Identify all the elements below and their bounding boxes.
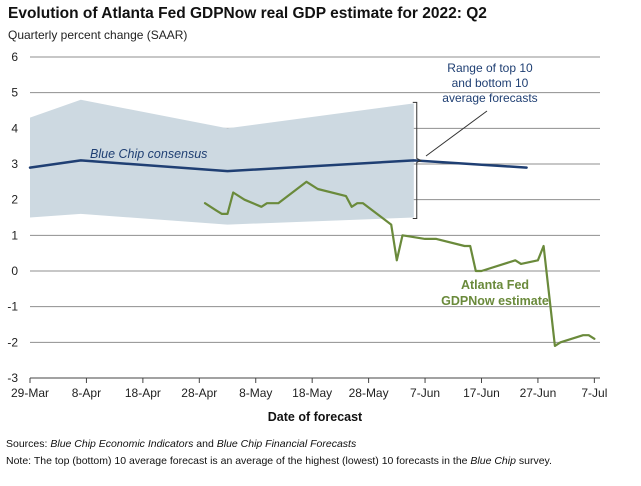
range-band-layer <box>30 99 414 225</box>
x-tick-label-8-Apr: 8-Apr <box>72 386 101 400</box>
chart-title: Evolution of Atlanta Fed GDPNow real GDP… <box>8 5 487 22</box>
range-annotation-leader <box>425 110 488 157</box>
y-tick-label-1: 1 <box>11 228 18 242</box>
x-tick-label-7-Jul: 7-Jul <box>581 386 607 400</box>
chart-subtitle: Quarterly percent change (SAAR) <box>8 28 188 42</box>
x-tick-label-8-May: 8-May <box>239 386 272 400</box>
range-annotation-line-1: Range of top 10 <box>447 61 533 75</box>
range-annotation-line-3: average forecasts <box>442 91 537 105</box>
range-band <box>30 99 414 225</box>
y-tick-label-6: 6 <box>11 50 18 64</box>
note-italic: Blue Chip <box>470 455 516 467</box>
x-tick-label-28-May: 28-May <box>349 386 389 400</box>
y-tick-label-2: 2 <box>11 193 18 207</box>
y-tick-label-5: 5 <box>11 86 18 100</box>
x-tick-label-27-Jun: 27-Jun <box>520 386 557 400</box>
y-tick-label-3: 3 <box>11 157 18 171</box>
gdpnow-annotation-line-1: Atlanta Fed <box>461 278 529 292</box>
sources-label: Sources: <box>6 438 48 450</box>
y-tick-label--2: -2 <box>7 335 18 349</box>
x-tick-label-18-May: 18-May <box>292 386 332 400</box>
y-tick-label--3: -3 <box>7 371 18 385</box>
sources-text-1: Blue Chip Economic Indicators <box>50 438 194 450</box>
sources-footnote: Sources: Blue Chip Economic Indicators a… <box>6 438 356 450</box>
gdpnow-annotation-line-2: GDPNow estimate <box>441 294 549 308</box>
y-tick-label--1: -1 <box>7 300 18 314</box>
note-text-2: survey. <box>518 455 552 467</box>
x-tick-label-29-Mar: 29-Mar <box>11 386 49 400</box>
sources-text-2: Blue Chip Financial Forecasts <box>216 438 357 450</box>
range-annotation-line-2: and bottom 10 <box>452 76 529 90</box>
x-tick-label-7-Jun: 7-Jun <box>410 386 440 400</box>
note-label: Note: <box>6 455 32 467</box>
note-footnote: Note: The top (bottom) 10 average foreca… <box>6 455 552 467</box>
consensus-line <box>28 159 528 173</box>
y-tick-label-0: 0 <box>11 264 18 278</box>
axes-layer: 6 5 4 3 2 1 0 -1 -2 -329-Mar 8-Apr 18-Apr 28-Apr 8-Ma… <box>7 50 607 424</box>
note-text-1: The top (bottom) 10 average forecast is … <box>33 455 468 467</box>
x-tick-label-17-Jun: 17-Jun <box>463 386 500 400</box>
consensus-annotation: Blue Chip consensus <box>90 147 207 161</box>
gdpnow-line <box>203 180 596 347</box>
sources-and: and <box>196 438 214 450</box>
series-layer <box>28 159 596 347</box>
y-tick-label-4: 4 <box>11 121 18 135</box>
range-bracket <box>412 101 422 219</box>
x-axis-title: Date of forecast <box>268 410 363 424</box>
x-tick-label-28-Apr: 28-Apr <box>181 386 217 400</box>
x-tick-label-18-Apr: 18-Apr <box>125 386 161 400</box>
